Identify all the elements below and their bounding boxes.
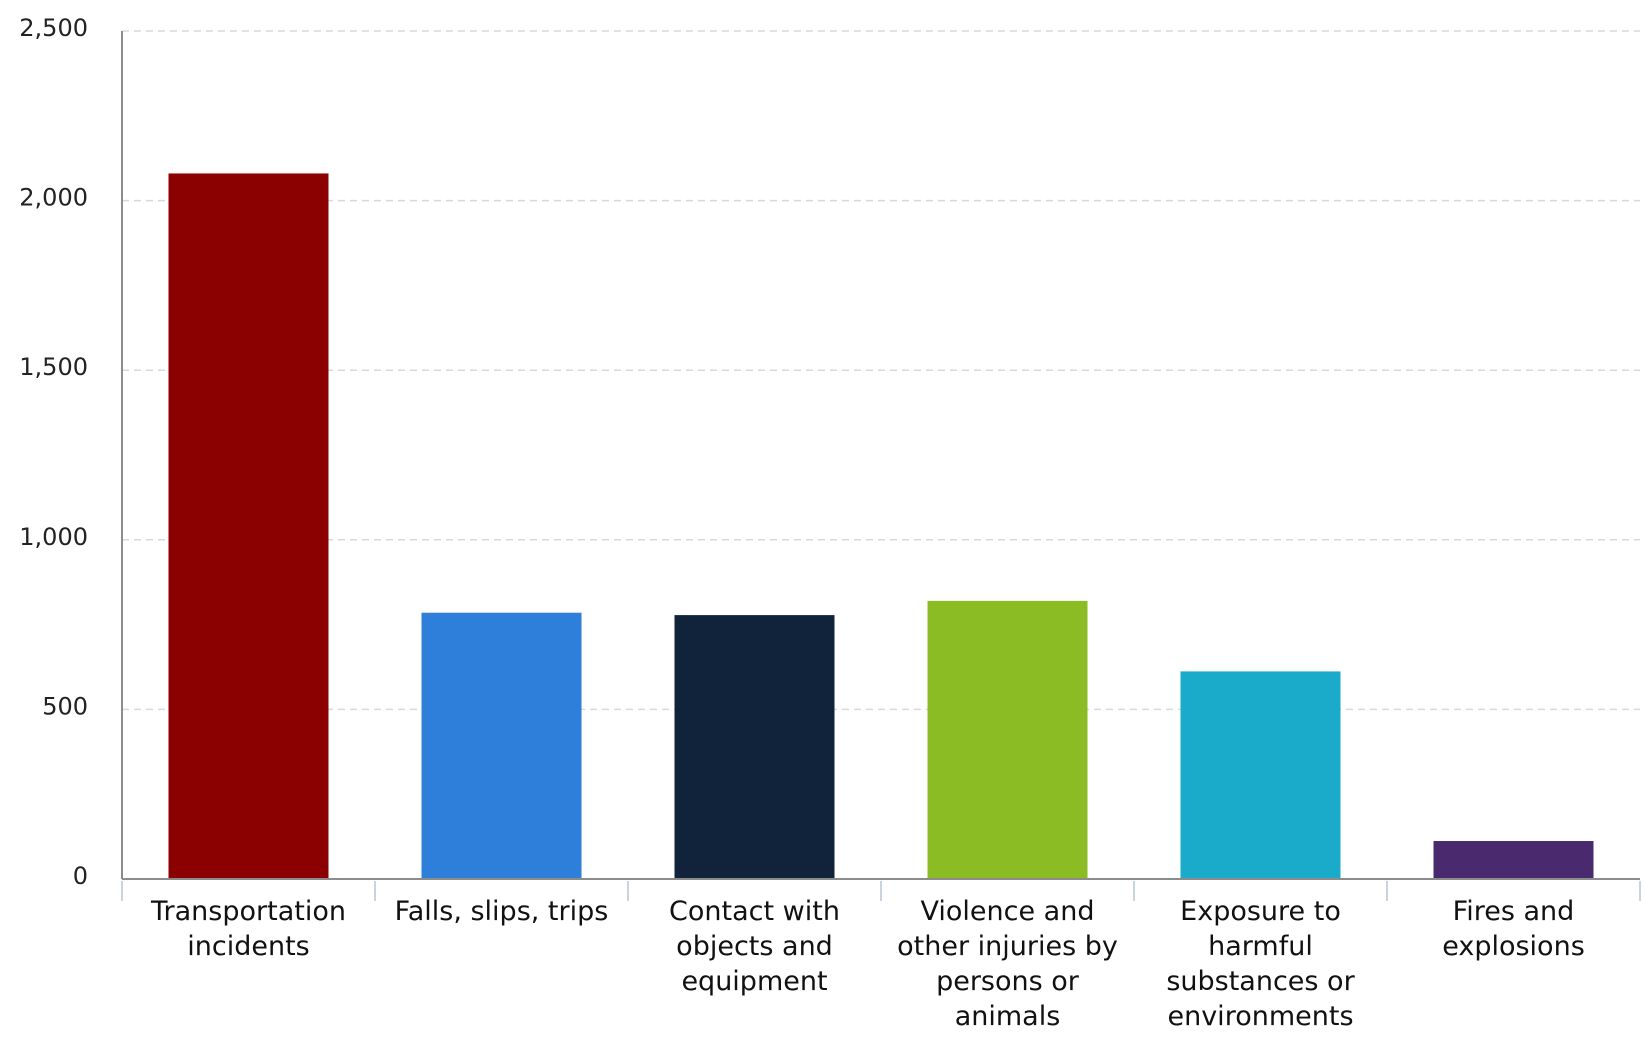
y-tick-label: 500 (42, 692, 88, 720)
y-tick-label: 1,000 (19, 523, 88, 551)
x-category-label-line: incidents (187, 931, 309, 962)
bar[interactable] (421, 612, 582, 879)
x-category-label-line: Fires and (1453, 896, 1575, 927)
bar[interactable] (674, 615, 835, 879)
y-tick-label: 0 (73, 862, 88, 890)
x-category-label-line: substances or (1166, 966, 1355, 997)
bar[interactable] (1180, 671, 1341, 879)
bar[interactable] (927, 600, 1088, 879)
x-category-label: Violence and other injuries by persons or a… (897, 896, 1118, 1032)
x-category-label-line: Violence and (921, 896, 1095, 927)
x-category-label-line: Transportation (150, 896, 346, 927)
x-category-label-line: objects and (676, 931, 833, 962)
bar[interactable] (168, 173, 329, 880)
x-axis-category-labels: Transportation incidents Falls, slips, tri… (150, 896, 1585, 1032)
gridlines (122, 30, 1640, 711)
x-category-label-line: Exposure to (1180, 896, 1341, 927)
x-category-label-line: Falls, slips, trips (395, 896, 609, 927)
x-category-label-line: explosions (1442, 931, 1585, 962)
x-category-label-line: other injuries by (897, 931, 1118, 962)
x-category-label: Exposure to harmful substances or environme… (1166, 896, 1355, 1032)
x-category-label-line: persons or (936, 966, 1080, 997)
bar[interactable] (1433, 841, 1594, 879)
x-category-label: Transportation incidents (150, 896, 346, 962)
x-category-label-line: animals (955, 1001, 1061, 1032)
x-category-label: Fires and explosions (1442, 896, 1585, 962)
x-category-label-line: environments (1167, 1001, 1353, 1032)
bars (168, 173, 1594, 880)
x-category-label-line: Contact with (669, 896, 840, 927)
y-axis-tick-labels: 0 500 1,000 1,500 2,000 2,500 (19, 14, 88, 890)
y-tick-label: 1,500 (19, 353, 88, 381)
x-category-label-line: harmful (1208, 931, 1313, 962)
y-tick-label: 2,000 (19, 184, 88, 212)
x-category-label: Falls, slips, trips (395, 896, 609, 927)
x-category-label-line: equipment (681, 966, 827, 997)
x-category-label: Contact with objects and equipment (669, 896, 840, 997)
axes (121, 31, 1641, 901)
y-tick-label: 2,500 (19, 14, 88, 42)
